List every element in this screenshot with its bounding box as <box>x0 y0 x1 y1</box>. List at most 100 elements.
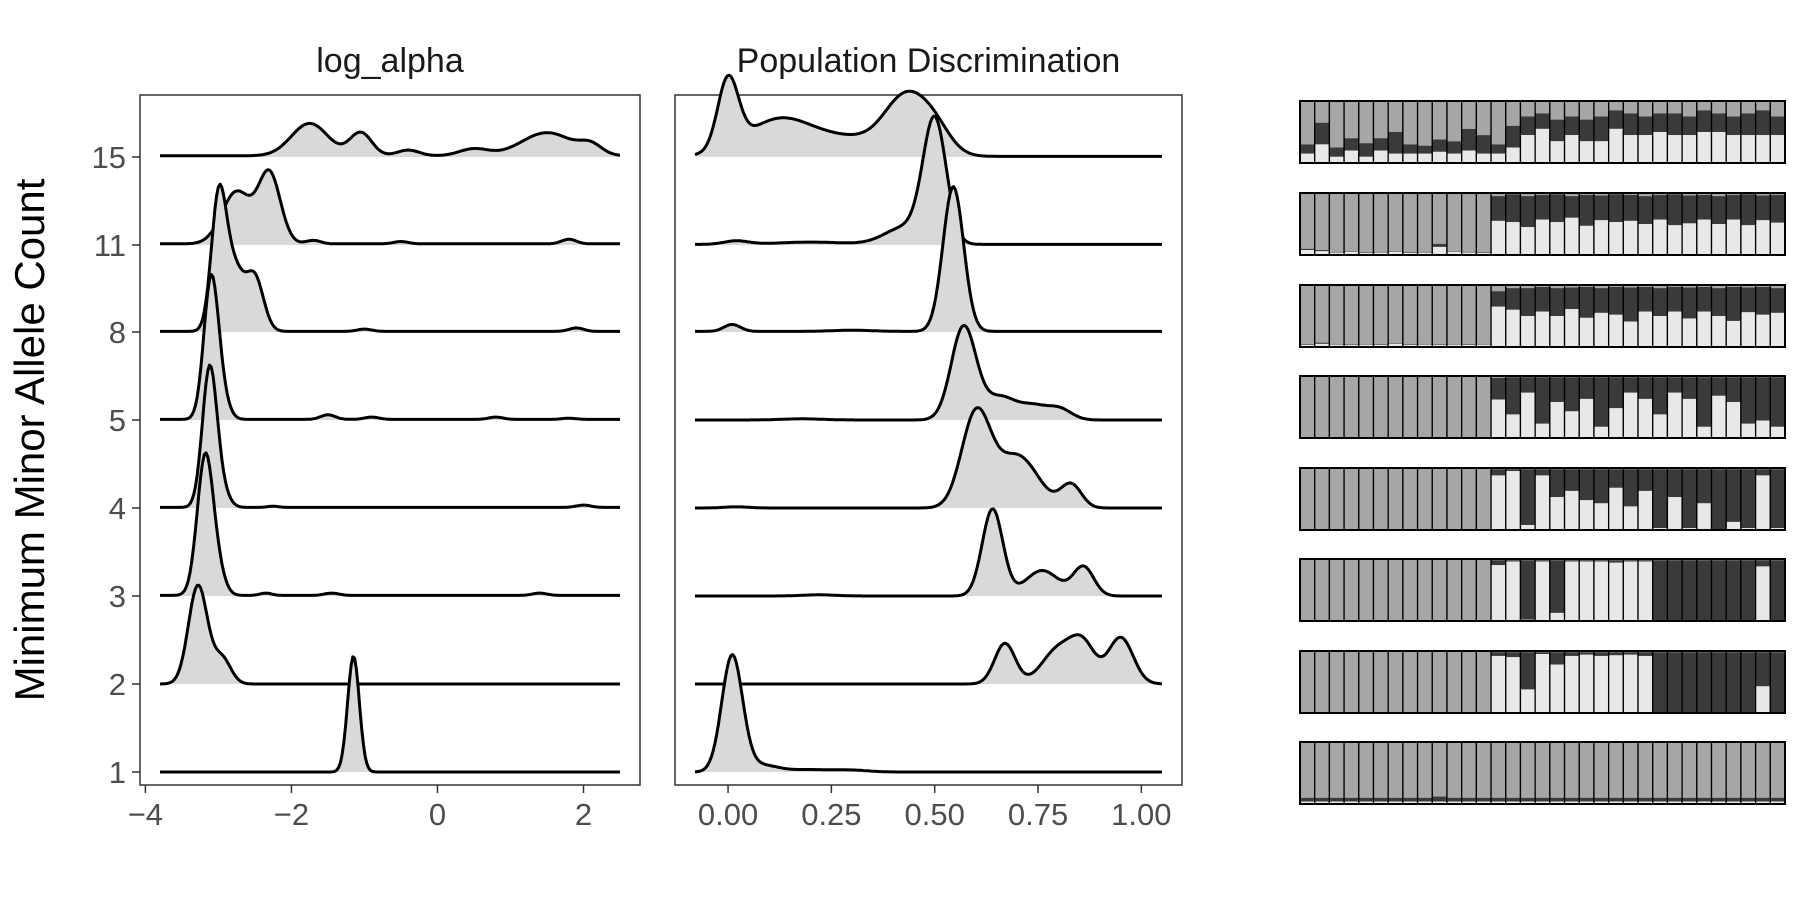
structure-segment <box>1593 469 1609 504</box>
structure-segment <box>1491 565 1506 621</box>
structure-segment <box>1696 286 1712 312</box>
structure-segment <box>1388 468 1403 530</box>
structure-segment <box>1476 252 1492 254</box>
structure-segment <box>1388 376 1403 438</box>
structure-segment <box>1593 195 1609 221</box>
structure-segment <box>1402 651 1418 713</box>
structure-segment <box>1711 101 1727 114</box>
x-tick-label: 1.00 <box>1111 797 1171 832</box>
structure-segment <box>1770 377 1785 427</box>
structure-segment <box>1564 797 1580 802</box>
structure-segment <box>1711 113 1727 132</box>
structure-segment <box>1608 487 1624 530</box>
structure-segment <box>1682 377 1697 399</box>
structure-segment <box>1593 561 1609 621</box>
structure-segment <box>1579 654 1594 713</box>
structure-segment <box>1491 193 1506 197</box>
structure-segment <box>1652 797 1668 802</box>
structure-segment <box>1373 138 1389 151</box>
structure-segment <box>1682 195 1697 224</box>
density-fill-2 <box>695 634 1162 684</box>
structure-segment <box>1476 343 1492 345</box>
structure-segment <box>1593 560 1609 562</box>
structure-segment <box>1520 525 1536 530</box>
structure-segment <box>1652 414 1668 438</box>
structure-segment <box>1432 742 1447 797</box>
structure-segment <box>1726 194 1741 220</box>
structure-segment <box>1549 801 1565 804</box>
structure-segment <box>1314 101 1330 123</box>
structure-segment <box>1564 561 1580 621</box>
structure-segment <box>1682 285 1697 288</box>
structure-segment <box>1638 742 1653 798</box>
structure-segment <box>1491 655 1506 713</box>
structure-segment <box>1564 217 1580 255</box>
structure-segment <box>1388 742 1403 798</box>
structure-segment <box>1446 153 1462 163</box>
structure-segment <box>1682 135 1697 163</box>
structure-segment <box>1505 125 1521 148</box>
structure-segment <box>1314 468 1330 530</box>
structure-segment <box>1608 801 1624 804</box>
structure-segment <box>1505 652 1521 658</box>
structure-segment <box>1314 250 1330 252</box>
structure-segment <box>1300 651 1315 713</box>
structure-segment <box>1652 285 1668 289</box>
structure-segment <box>1726 286 1741 321</box>
structure-segment <box>1770 135 1785 163</box>
structure-segment <box>1711 288 1727 316</box>
structure-segment <box>1300 344 1315 346</box>
structure-segment <box>1623 652 1639 655</box>
structure-segment <box>1579 119 1594 142</box>
structure-segment <box>1652 742 1668 798</box>
structure-segment <box>1329 285 1345 344</box>
structure-segment <box>1652 316 1668 347</box>
structure-segment <box>1535 797 1550 802</box>
facet-title: log_alpha <box>316 42 464 80</box>
structure-segment <box>1696 101 1712 111</box>
structure-segment <box>1314 559 1330 621</box>
structure-segment <box>1755 420 1771 438</box>
structure-segment <box>1388 797 1403 802</box>
structure-segment <box>1476 344 1492 347</box>
structure-segment <box>1461 128 1477 151</box>
structure-segment <box>1417 376 1433 438</box>
structure-segment <box>1593 312 1609 347</box>
density-line-15 <box>694 73 1162 158</box>
structure-segment <box>1446 797 1462 802</box>
density-line-2 <box>159 583 620 686</box>
structure-segment <box>1373 344 1389 346</box>
structure-segment <box>1579 742 1594 798</box>
structure-segment <box>1608 286 1624 315</box>
structure-segment <box>1432 243 1447 247</box>
structure-segment <box>1300 468 1315 530</box>
structure-segment <box>1505 657 1521 713</box>
structure-segment <box>1417 651 1433 713</box>
structure-segment <box>1638 655 1653 713</box>
structure-segment <box>1461 285 1477 345</box>
structure-segment <box>1740 287 1756 313</box>
density-fill-4 <box>695 407 1162 508</box>
structure-segment <box>1344 150 1359 163</box>
structure-segment <box>1344 797 1359 802</box>
structure-segment <box>1432 151 1447 163</box>
structure-segment <box>1520 797 1536 802</box>
density-fill-11 <box>160 169 620 245</box>
panel-border <box>674 94 1183 786</box>
structure-segment <box>1446 285 1462 344</box>
structure-segment <box>1667 135 1683 163</box>
structure-segment <box>1549 222 1565 255</box>
structure-segment <box>1593 116 1609 142</box>
structure-row-2 <box>1299 650 1786 714</box>
structure-segment <box>1505 469 1521 472</box>
structure-segment <box>1446 251 1462 252</box>
structure-segment <box>1329 101 1345 148</box>
structure-segment <box>1770 101 1785 117</box>
structure-segment <box>1638 490 1653 530</box>
structure-row-3 <box>1299 558 1786 622</box>
structure-segment <box>1491 399 1506 438</box>
structure-segment <box>1432 285 1447 345</box>
structure-segment <box>1417 193 1433 252</box>
structure-segment <box>1579 101 1594 120</box>
structure-segment <box>1432 559 1447 621</box>
